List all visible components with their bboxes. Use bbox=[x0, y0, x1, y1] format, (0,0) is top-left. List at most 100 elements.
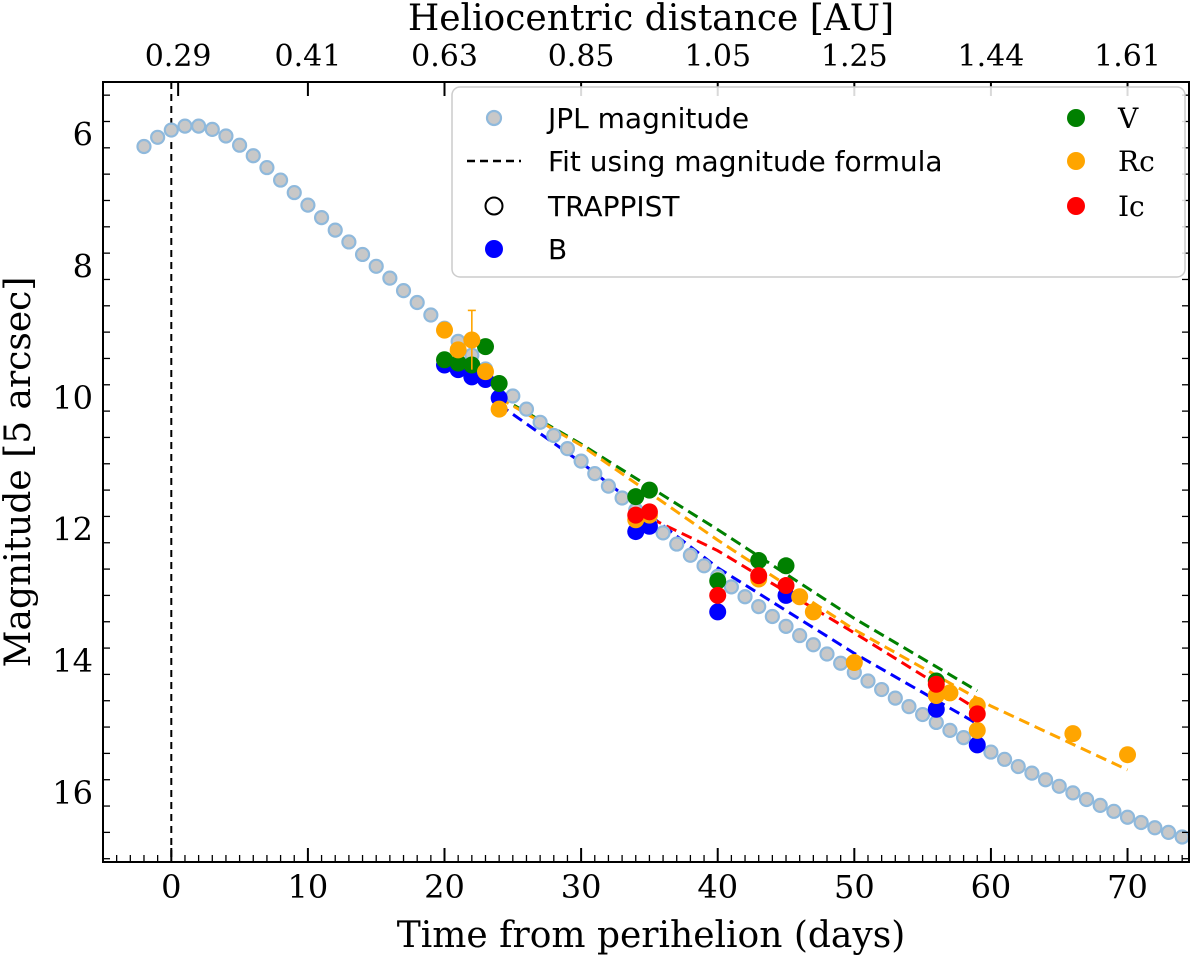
x-tick-label: 50 bbox=[834, 868, 875, 906]
point-rc bbox=[449, 341, 467, 359]
jpl-point bbox=[764, 608, 780, 625]
point-v bbox=[777, 557, 795, 575]
legend-b-marker bbox=[485, 240, 503, 258]
top-tick-label: 0.85 bbox=[548, 39, 615, 74]
jpl-point bbox=[1092, 797, 1108, 813]
legend-label: JPL magnitude bbox=[546, 102, 749, 135]
point-rc bbox=[804, 603, 822, 621]
point-v bbox=[750, 552, 768, 570]
jpl-point bbox=[614, 490, 630, 506]
jpl-point bbox=[833, 655, 849, 671]
jpl-point bbox=[150, 129, 166, 145]
jpl-point bbox=[1147, 820, 1163, 836]
jpl-point bbox=[573, 453, 589, 469]
jpl-point bbox=[423, 307, 439, 323]
x-tick-label: 60 bbox=[971, 868, 1012, 906]
legend-label: Rc bbox=[1118, 145, 1155, 178]
jpl-point bbox=[901, 699, 917, 715]
jpl-point bbox=[696, 558, 712, 574]
point-v bbox=[709, 572, 727, 590]
jpl-point bbox=[546, 427, 562, 444]
x-tick-label: 30 bbox=[561, 868, 602, 906]
jpl-point bbox=[286, 184, 302, 201]
error-bars bbox=[467, 309, 476, 370]
jpl-point bbox=[874, 681, 890, 698]
jpl-point bbox=[327, 222, 343, 238]
y-tick-label: 10 bbox=[52, 379, 93, 417]
legend: JPL magnitude Fit using magnitude formula… bbox=[451, 86, 1186, 278]
fit-line-v bbox=[498, 395, 979, 693]
jpl-point bbox=[942, 722, 958, 738]
point-ic bbox=[709, 586, 727, 604]
jpl-point bbox=[341, 234, 357, 250]
y-tick-label: 8 bbox=[73, 247, 93, 285]
y-tick-label: 6 bbox=[73, 116, 93, 154]
point-ic bbox=[777, 577, 795, 595]
jpl-point bbox=[395, 283, 412, 299]
jpl-point bbox=[655, 525, 671, 541]
point-v bbox=[449, 354, 467, 372]
point-ic bbox=[968, 705, 986, 723]
point-rc bbox=[968, 721, 986, 739]
jpl-point bbox=[819, 646, 835, 662]
jpl-point bbox=[204, 121, 220, 137]
jpl-point bbox=[177, 118, 193, 134]
point-rc bbox=[490, 400, 508, 418]
jpl-point bbox=[1160, 824, 1177, 840]
point-ic bbox=[750, 567, 768, 585]
point-ic bbox=[927, 675, 945, 693]
point-rc bbox=[476, 363, 494, 381]
point-rc bbox=[1119, 746, 1137, 764]
legend-label: TRAPPIST bbox=[547, 190, 680, 223]
jpl-point bbox=[191, 118, 207, 134]
point-b bbox=[627, 523, 645, 541]
jpl-point bbox=[860, 673, 876, 689]
point-ic bbox=[627, 506, 645, 524]
jpl-point bbox=[136, 138, 152, 155]
jpl-point bbox=[368, 258, 384, 274]
legend-label: V bbox=[1117, 102, 1139, 135]
point-rc bbox=[845, 654, 863, 672]
plot-area bbox=[102, 81, 1190, 863]
jpl-point bbox=[409, 294, 425, 311]
x-tick-label: 20 bbox=[424, 868, 465, 906]
x-tick-label: 0 bbox=[161, 868, 181, 906]
jpl-point bbox=[737, 589, 753, 605]
jpl-point bbox=[1119, 809, 1136, 825]
jpl-point bbox=[354, 246, 371, 263]
legend-ic-marker bbox=[1067, 197, 1085, 215]
jpl-point bbox=[163, 122, 179, 138]
jpl-point bbox=[600, 478, 617, 494]
legend-label: B bbox=[548, 233, 567, 266]
jpl-point bbox=[805, 637, 821, 653]
point-v bbox=[490, 374, 508, 392]
jpl-point bbox=[1010, 758, 1026, 775]
legend-box bbox=[451, 86, 1186, 278]
jpl-point bbox=[956, 729, 972, 746]
point-ic bbox=[640, 503, 658, 521]
jpl-point bbox=[915, 706, 931, 723]
point-b bbox=[927, 700, 945, 718]
legend-label: Fit using magnitude formula bbox=[548, 145, 943, 178]
fit-line-rc bbox=[498, 396, 1129, 772]
point-b bbox=[968, 736, 986, 754]
jpl-point bbox=[792, 627, 808, 644]
y-tick-label: 12 bbox=[52, 511, 93, 549]
jpl-point bbox=[887, 690, 903, 706]
legend-label: Ic bbox=[1118, 190, 1145, 223]
jpl-point bbox=[723, 579, 739, 595]
jpl-point bbox=[1037, 772, 1054, 788]
observation-series bbox=[436, 321, 1137, 764]
jpl-point bbox=[983, 744, 999, 760]
jpl-point bbox=[505, 388, 521, 404]
jpl-point bbox=[587, 466, 603, 482]
jpl-point bbox=[751, 599, 767, 615]
top-tick-label: 0.29 bbox=[145, 39, 212, 74]
jpl-point bbox=[682, 547, 698, 563]
y-axis-label: Magnitude [5 arcsec] bbox=[0, 277, 39, 668]
fit-line-b bbox=[498, 403, 979, 726]
jpl-point bbox=[778, 618, 794, 634]
axis-ticks: 0 10 20 30 40 50 60 70 0.29 0.41 0.63 0.85 1.05 1.25 1… bbox=[52, 39, 1189, 906]
legend-jpl-marker bbox=[485, 109, 503, 127]
jpl-point bbox=[218, 128, 234, 144]
